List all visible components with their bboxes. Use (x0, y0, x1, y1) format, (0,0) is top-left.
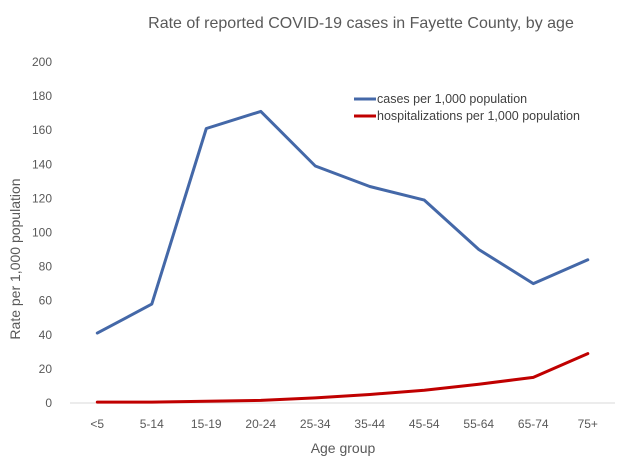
x-tick-label: 55-64 (463, 417, 494, 431)
y-tick-label: 140 (32, 157, 52, 171)
y-axis-label: Rate per 1,000 population (7, 178, 23, 339)
legend-label: cases per 1,000 population (377, 92, 527, 106)
x-tick-label: 25-34 (300, 417, 331, 431)
y-axis-ticks: 0 20 40 60 80 100 120 140 160 180 200 (32, 55, 52, 410)
y-tick-label: 80 (39, 260, 53, 274)
y-tick-label: 0 (45, 396, 52, 410)
legend: cases per 1,000 population hospitalizatio… (354, 92, 580, 123)
x-tick-label: 35-44 (354, 417, 385, 431)
x-tick-label: 20-24 (245, 417, 276, 431)
series-layer (95, 109, 590, 404)
x-tick-label: <5 (90, 417, 104, 431)
y-tick-label: 120 (32, 191, 52, 205)
series-line-cases (95, 109, 590, 335)
y-tick-label: 40 (39, 328, 53, 342)
y-tick-label: 20 (39, 362, 53, 376)
y-tick-label: 100 (32, 226, 52, 240)
series-line-hospitalizations (95, 352, 590, 404)
x-tick-label: 5-14 (140, 417, 164, 431)
x-axis-ticks: <5 5-14 15-19 20-24 25-34 35-44 45-54 55-64 65-7… (90, 417, 598, 431)
x-tick-label: 75+ (578, 417, 598, 431)
x-tick-label: 15-19 (191, 417, 222, 431)
y-tick-label: 160 (32, 123, 52, 137)
y-tick-label: 60 (39, 294, 53, 308)
x-tick-label: 45-54 (409, 417, 440, 431)
x-axis-label: Age group (311, 440, 376, 456)
y-tick-label: 200 (32, 55, 52, 69)
x-tick-label: 65-74 (518, 417, 549, 431)
chart-title: Rate of reported COVID-19 cases in Fayet… (148, 15, 574, 32)
legend-label: hospitalizations per 1,000 population (377, 109, 580, 123)
y-tick-label: 180 (32, 89, 52, 103)
